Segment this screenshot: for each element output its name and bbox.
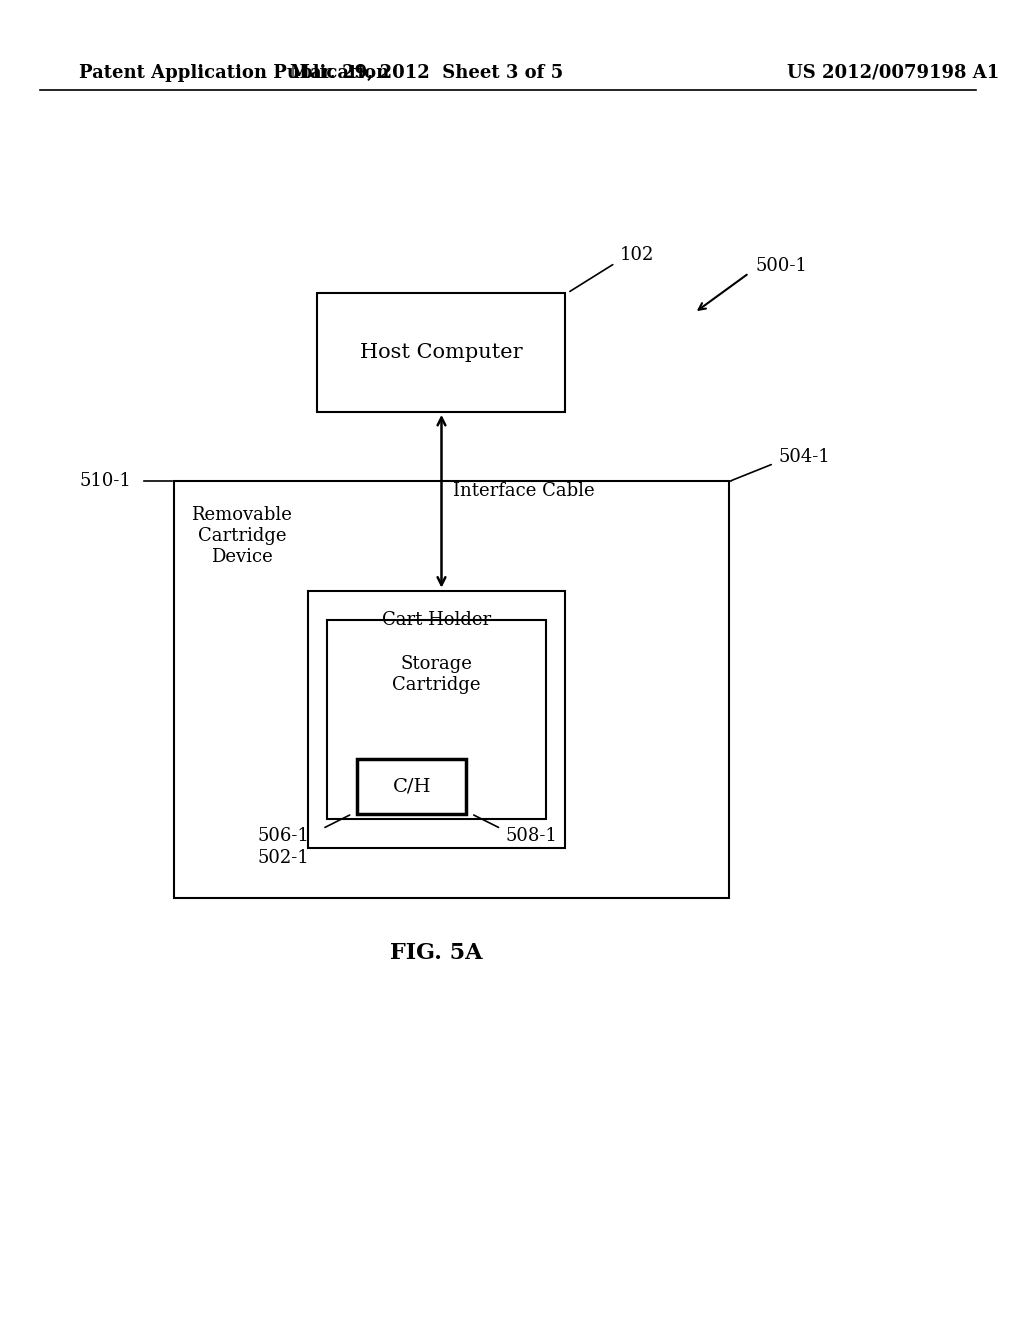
Text: Removable
Cartridge
Device: Removable Cartridge Device: [191, 506, 292, 566]
Text: 500-1: 500-1: [756, 257, 808, 275]
Text: 502-1: 502-1: [258, 850, 309, 867]
Text: Cart Holder: Cart Holder: [382, 611, 492, 630]
FancyBboxPatch shape: [307, 590, 565, 849]
Text: Interface Cable: Interface Cable: [454, 482, 595, 500]
Text: 508-1: 508-1: [506, 826, 558, 845]
Text: 102: 102: [621, 247, 654, 264]
Text: 506-1: 506-1: [258, 826, 310, 845]
Text: Storage
Cartridge: Storage Cartridge: [392, 656, 481, 694]
Text: C/H: C/H: [392, 777, 431, 796]
Text: Host Computer: Host Computer: [360, 343, 523, 362]
Text: 510-1: 510-1: [80, 473, 131, 491]
Text: 504-1: 504-1: [779, 447, 830, 466]
FancyBboxPatch shape: [328, 620, 546, 818]
Text: US 2012/0079198 A1: US 2012/0079198 A1: [786, 63, 999, 82]
Text: FIG. 5A: FIG. 5A: [390, 941, 482, 964]
FancyBboxPatch shape: [317, 293, 565, 412]
Text: Mar. 29, 2012  Sheet 3 of 5: Mar. 29, 2012 Sheet 3 of 5: [290, 63, 563, 82]
FancyBboxPatch shape: [174, 482, 729, 898]
Text: Patent Application Publication: Patent Application Publication: [80, 63, 389, 82]
FancyBboxPatch shape: [357, 759, 466, 813]
